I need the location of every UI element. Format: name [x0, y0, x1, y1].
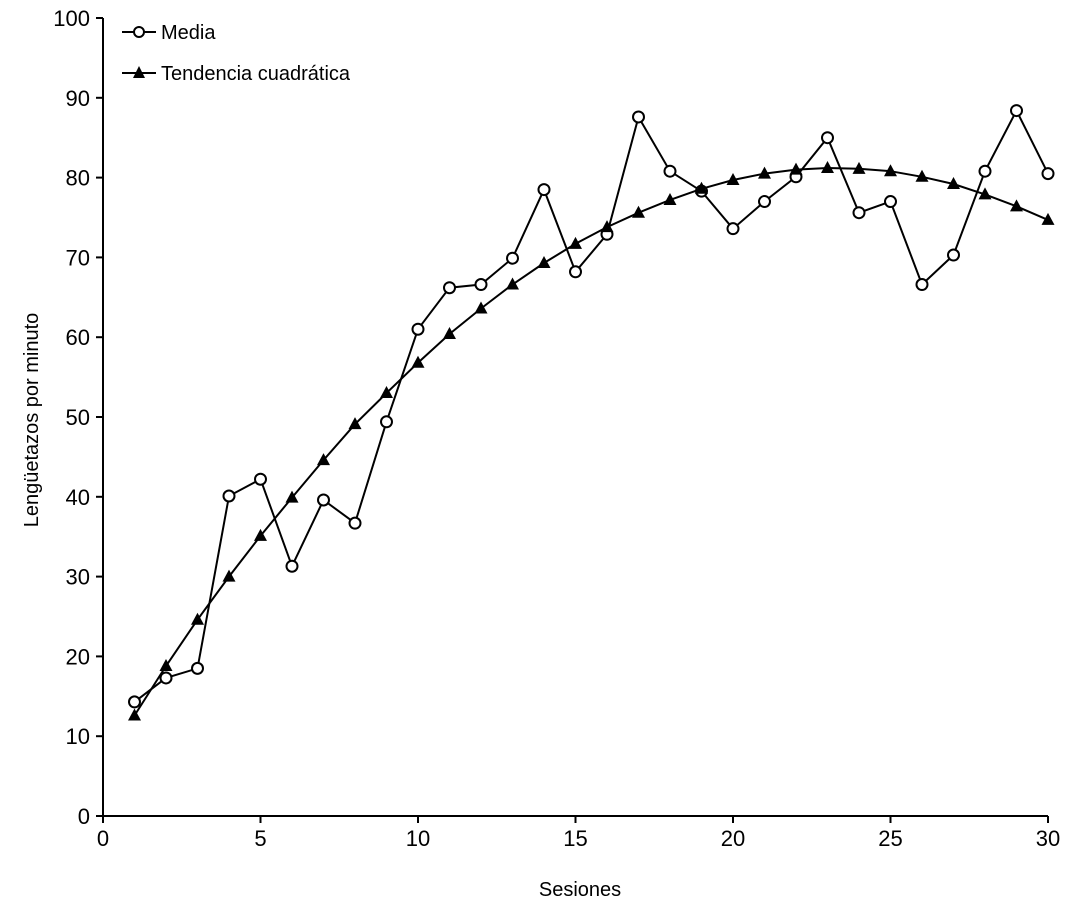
tendencia-point-24: [852, 161, 866, 174]
media-point-11: [443, 281, 456, 295]
media-point-13: [506, 251, 519, 265]
y-tick-label-100: 100: [53, 6, 90, 31]
tendencia-point-14: [537, 255, 551, 268]
media-point-4: [222, 489, 236, 503]
media-point-26: [915, 278, 929, 292]
media-point-15: [569, 265, 582, 279]
tendencia-point-16: [600, 220, 614, 233]
x-tick-label-0: 0: [97, 826, 109, 851]
x-tick-label-10: 10: [406, 826, 430, 851]
media-point-8: [348, 516, 362, 530]
y-tick-label-70: 70: [66, 245, 90, 270]
tendencia-point-20: [726, 172, 740, 185]
y-tick-label-60: 60: [66, 325, 90, 350]
x-tick-label-15: 15: [563, 826, 587, 851]
media-point-7: [317, 493, 330, 507]
media-point-3: [191, 661, 204, 675]
series-media: [128, 104, 1055, 709]
axes: [102, 18, 1048, 817]
legend-label-media: Media: [161, 22, 216, 44]
legend-marker-tendencia: [133, 66, 145, 78]
media-point-30: [1041, 167, 1055, 181]
tendencia-point-5: [254, 528, 267, 541]
tendencia-point-25: [884, 164, 897, 177]
media-point-20: [726, 222, 740, 236]
media-point-14: [537, 183, 551, 197]
series-layer: [128, 104, 1055, 721]
tendencia-point-21: [758, 166, 771, 179]
tendencia-point-26: [915, 169, 929, 182]
tendencia-point-9: [380, 386, 393, 399]
legend-entry-media: Media: [122, 22, 216, 44]
media-point-21: [758, 195, 771, 209]
media-point-17: [632, 110, 645, 124]
series-tendencia: [128, 161, 1055, 721]
y-tick-label-0: 0: [78, 804, 90, 829]
tendencia-point-12: [474, 301, 488, 314]
tendencia-point-15: [569, 236, 582, 249]
y-tick-label-10: 10: [66, 724, 90, 749]
tendencia-point-19: [695, 181, 708, 194]
tendencia-point-11: [443, 327, 456, 340]
series-line-0: [133, 108, 1049, 703]
tendencia-point-8: [348, 417, 362, 430]
x-tick-label-25: 25: [878, 826, 902, 851]
tendencia-point-13: [506, 277, 519, 290]
y-tick-label-40: 40: [66, 485, 90, 510]
tendencia-point-1: [128, 708, 141, 721]
legend: Media Tendencia cuadrática: [122, 22, 351, 85]
tendencia-point-17: [632, 205, 645, 218]
media-point-28: [978, 164, 992, 178]
media-point-23: [821, 131, 834, 145]
media-point-29: [1010, 104, 1023, 118]
media-point-2: [159, 671, 173, 685]
media-point-1: [128, 695, 141, 709]
tendencia-point-7: [317, 453, 330, 466]
series-line-1: [133, 166, 1049, 717]
x-axis-title: Sesiones: [539, 879, 621, 901]
media-point-10: [411, 322, 425, 336]
y-axis-title: Lengüetazos por minuto: [21, 313, 43, 528]
media-point-6: [285, 559, 299, 573]
media-point-25: [884, 195, 897, 209]
tendencia-point-23: [821, 161, 834, 174]
legend-label-tendencia: Tendencia cuadrática: [161, 63, 351, 85]
legend-marker-media: [133, 26, 145, 38]
y-tick-label-80: 80: [66, 166, 90, 191]
tendencia-point-28: [978, 187, 992, 200]
tendencia-point-2: [159, 658, 173, 671]
y-tick-label-50: 50: [66, 405, 90, 430]
tendencia-point-6: [285, 490, 299, 503]
media-point-9: [380, 415, 393, 429]
tendencia-point-3: [191, 612, 204, 625]
legend-entry-tendencia: Tendencia cuadrática: [122, 63, 351, 85]
media-point-27: [947, 248, 960, 262]
y-tick-label-30: 30: [66, 565, 90, 590]
y-axis-ticks: 0 10 20 30 40 50 60 70 80 90 100: [53, 6, 103, 829]
media-point-18: [663, 164, 677, 178]
tendencia-point-29: [1010, 199, 1023, 212]
media-point-24: [852, 206, 866, 220]
y-tick-label-20: 20: [66, 644, 90, 669]
tendencia-point-10: [411, 355, 425, 368]
tendencia-point-27: [947, 176, 960, 189]
tendencia-point-4: [222, 569, 236, 582]
x-tick-label-30: 30: [1036, 826, 1060, 851]
tendencia-point-22: [789, 162, 803, 175]
x-axis-ticks: 0 5 10 15 20 25 30: [97, 816, 1060, 851]
y-tick-label-90: 90: [66, 86, 90, 111]
media-point-12: [474, 278, 488, 292]
media-point-5: [254, 472, 267, 486]
x-tick-label-5: 5: [254, 826, 266, 851]
tendencia-point-30: [1041, 212, 1055, 225]
x-tick-label-20: 20: [721, 826, 745, 851]
tendencia-point-18: [663, 192, 677, 205]
